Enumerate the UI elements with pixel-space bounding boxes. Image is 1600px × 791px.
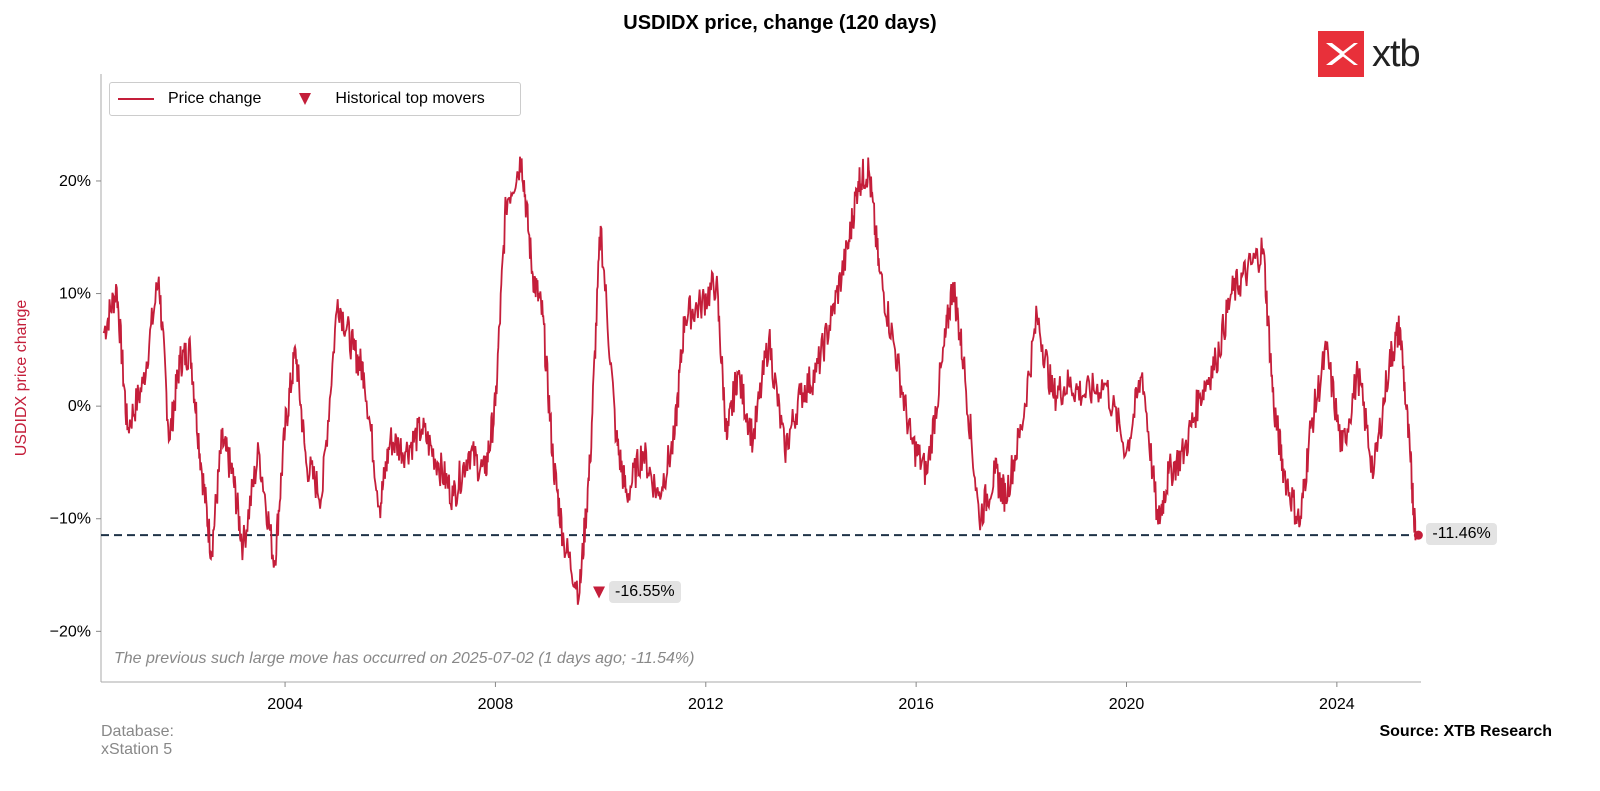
- legend-top-movers: Historical top movers: [335, 90, 485, 107]
- last-value-marker: [1413, 530, 1423, 540]
- y-tick-label: 20%: [59, 173, 91, 190]
- y-tick-label: 10%: [59, 286, 91, 303]
- legend-price-change: Price change: [168, 90, 262, 107]
- xtb-logo-text: xtb: [1372, 32, 1421, 75]
- annotation-low: -16.55%: [609, 581, 681, 604]
- y-tick-label: −20%: [50, 623, 91, 640]
- legend-line-icon: [118, 98, 154, 100]
- source-label: Source: XTB Research: [1379, 723, 1552, 740]
- x-tick-label: 2020: [1109, 696, 1145, 713]
- chart-title: USDIDX price, change (120 days): [623, 12, 937, 34]
- xtb-logo-icon: [1318, 31, 1364, 77]
- chart-axes: [100, 74, 1421, 683]
- top-mover-marker: [593, 586, 606, 599]
- x-tick-label: 2008: [478, 696, 514, 713]
- chart-note: The previous such large move has occurre…: [114, 650, 695, 667]
- xtb-logo: xtb: [1318, 30, 1421, 78]
- y-tick-label: −10%: [50, 511, 91, 528]
- x-tick-label: 2024: [1319, 696, 1355, 713]
- legend-triangle-icon: [299, 93, 312, 105]
- chart-ticks: 20% 10% 0% −10% −20% 2004 2008 2012 2016 2020 2024: [50, 173, 1355, 713]
- annotation-last: -11.46%: [1426, 523, 1497, 546]
- x-tick-label: 2004: [267, 696, 303, 713]
- y-tick-label: 0%: [68, 398, 91, 415]
- chart-legend: Price change Historical top movers: [109, 82, 521, 116]
- database-label: Database: xStation 5: [101, 723, 174, 758]
- series-price-change: [102, 156, 1417, 605]
- x-tick-label: 2016: [898, 696, 934, 713]
- x-tick-label: 2012: [688, 696, 724, 713]
- chart-markers: [593, 530, 1423, 599]
- y-axis-label: USDIDX price change: [13, 299, 30, 457]
